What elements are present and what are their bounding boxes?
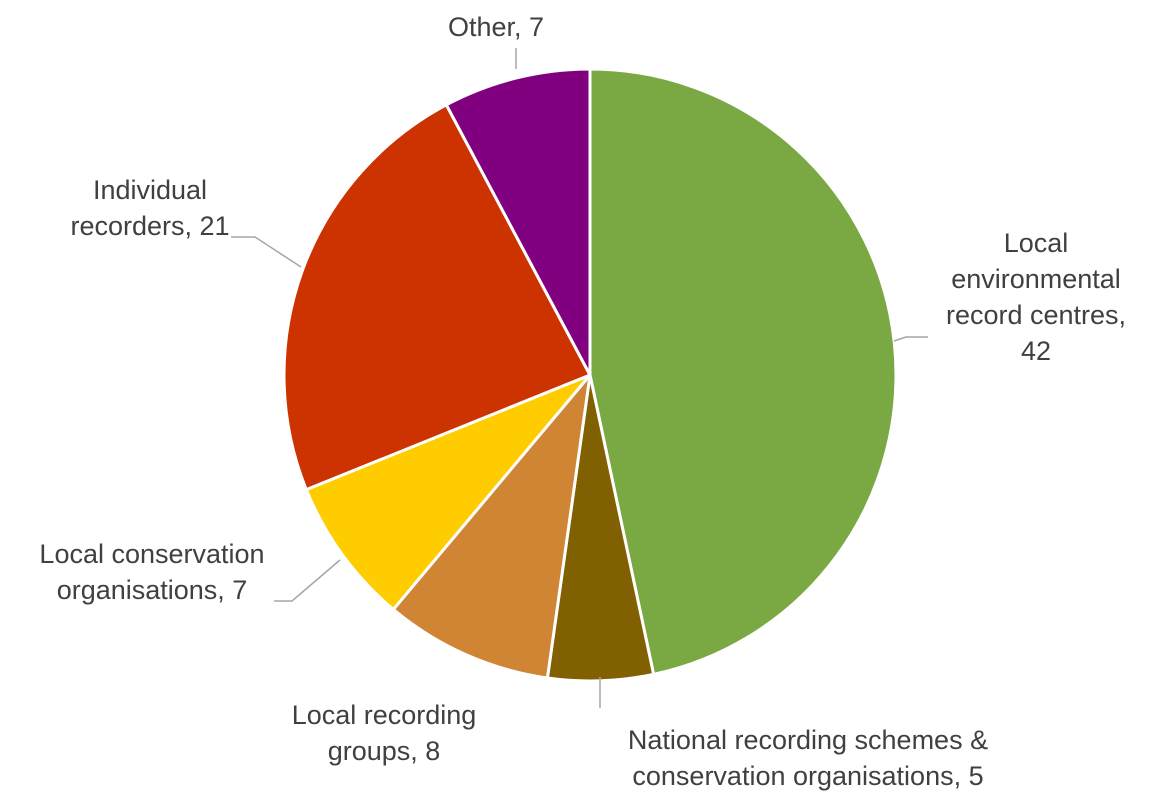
pie-slice-local-environmental-record-centres — [588, 67, 898, 676]
data-label-line: conservation organisations, 5 — [632, 761, 983, 791]
data-label-other: Other, 7 — [448, 12, 544, 42]
data-label-local-conservation-organisations: Local conservation organisations, 7 — [39, 539, 264, 605]
pie-slices — [282, 67, 898, 683]
data-label-line: recorders, 21 — [70, 211, 229, 241]
data-label-line: Local conservation — [39, 539, 264, 569]
data-label-national-recording-schemes-and-conservation-organisations: National recording schemes & conservation… — [628, 725, 988, 791]
data-label-line: Other, 7 — [448, 12, 544, 42]
leader-line-local-environmental-record-centres — [893, 336, 928, 342]
data-label-local-environmental-record-centres: Local environmental record centres, 42 — [946, 228, 1126, 366]
pie-slice-other — [444, 67, 592, 377]
data-label-individual-recorders: Individual recorders, 21 — [70, 175, 229, 241]
data-label-local-recording-groups: Local recording groups, 8 — [292, 700, 477, 766]
leader-line-individual-recorders — [231, 236, 302, 268]
data-label-line: record centres, — [946, 300, 1126, 330]
data-label-line: National recording schemes & — [628, 725, 988, 755]
data-label-line: organisations, 7 — [57, 575, 248, 605]
data-label-line: 42 — [1021, 336, 1051, 366]
leader-lines — [231, 48, 928, 708]
data-labels: Local environmental record centres, 42 Natio… — [39, 12, 1126, 791]
pie-slice-individual-recorders — [282, 103, 592, 492]
data-label-line: Local — [1004, 228, 1069, 258]
pie-slice-local-recording-groups — [391, 373, 592, 680]
pie-slice-local-conservation-organisations — [304, 373, 592, 611]
leader-line-local-conservation-organisations — [274, 559, 341, 602]
data-label-line: groups, 8 — [328, 736, 441, 766]
data-label-line: Local recording — [292, 700, 477, 730]
data-label-line: environmental — [951, 264, 1121, 294]
data-label-line: Individual — [93, 175, 207, 205]
